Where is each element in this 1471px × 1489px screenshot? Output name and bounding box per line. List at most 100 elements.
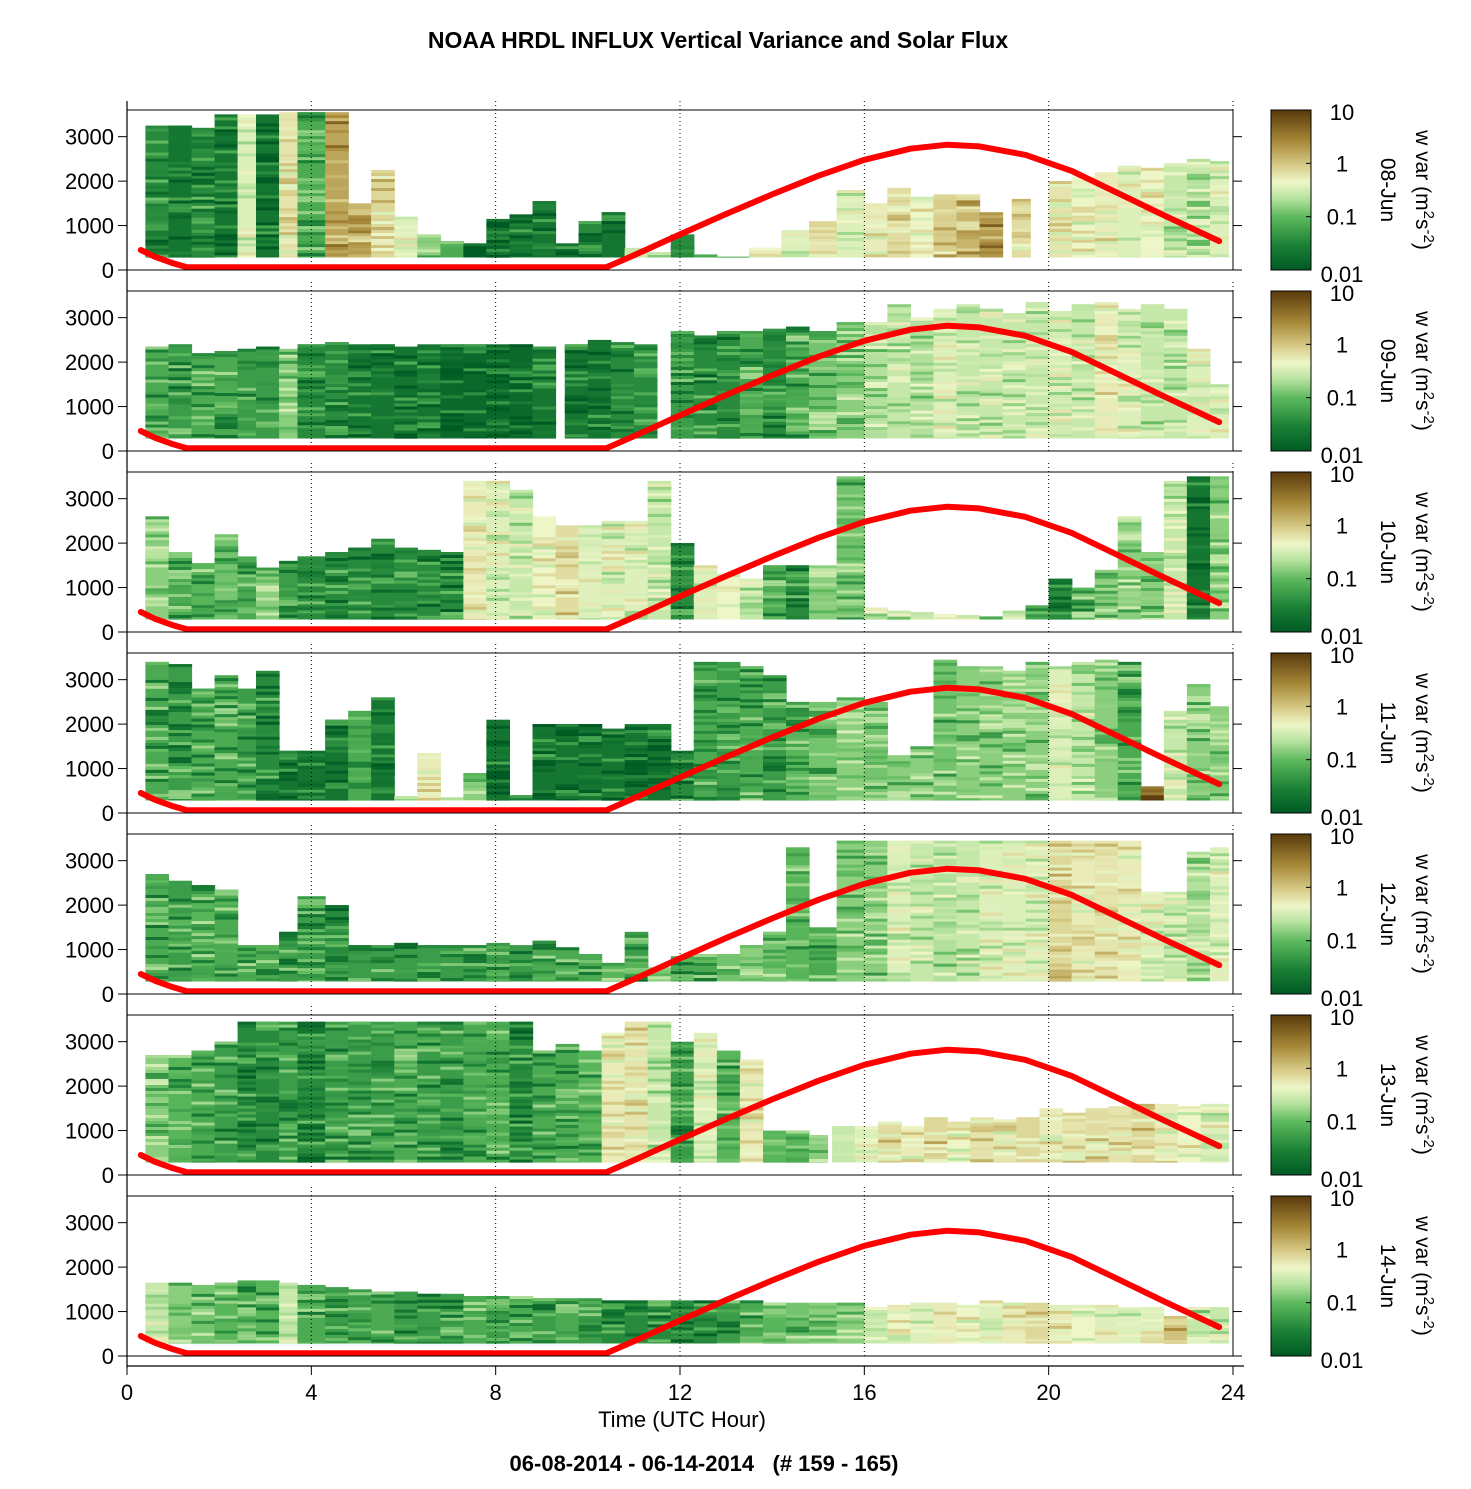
heatmap-stripe (647, 597, 672, 601)
heatmap-stripe (1002, 700, 1027, 704)
heatmap-stripe (394, 433, 418, 437)
heatmap-stripe (168, 173, 193, 177)
heatmap-stripe (394, 370, 418, 374)
heatmap-stripe (836, 539, 865, 543)
heatmap-stripe (325, 1105, 349, 1109)
heatmap-stripe (1200, 1145, 1229, 1149)
heatmap-stripe (1210, 766, 1229, 770)
heatmap-stripe (1177, 1145, 1202, 1149)
heatmap-stripe (910, 365, 934, 369)
heatmap-stripe (739, 714, 764, 718)
heatmap-stripe (191, 748, 216, 752)
heatmap-stripe (1048, 945, 1073, 949)
heatmap-stripe (532, 1098, 557, 1102)
heatmap-stripe (214, 756, 239, 760)
heatmap-stripe (864, 846, 888, 850)
heatmap-stripe (647, 561, 672, 565)
heatmap-stripe (693, 571, 718, 575)
heatmap-stripe (836, 709, 865, 713)
heatmap-stripe (716, 586, 741, 590)
heatmap-stripe (633, 398, 658, 402)
heatmap-stripe (910, 229, 934, 233)
heatmap-stripe (979, 254, 1004, 258)
heatmap-stripe (1071, 194, 1096, 198)
heatmap-stripe (578, 1071, 603, 1075)
heatmap-stripe (578, 1131, 603, 1135)
heatmap-stripe (809, 945, 838, 949)
heatmap-stripe (947, 1124, 971, 1128)
heatmap-stripe (836, 793, 865, 797)
heatmap-stripe (371, 966, 395, 970)
heatmap-stripe (956, 711, 981, 715)
heatmap-stripe (256, 243, 280, 247)
heatmap-stripe (836, 518, 865, 522)
heatmap-stripe (1025, 679, 1050, 683)
heatmap-stripe (1186, 560, 1211, 564)
heatmap-stripe (693, 1110, 718, 1114)
heatmap-stripe (647, 763, 672, 767)
heatmap-stripe (647, 1084, 672, 1088)
heatmap-stripe (1186, 506, 1211, 510)
heatmap-stripe (979, 924, 1004, 928)
heatmap-stripe (1140, 433, 1165, 437)
heatmap-stripe (1025, 960, 1050, 964)
heatmap-stripe (1210, 757, 1229, 761)
heatmap-stripe (145, 1321, 169, 1325)
heatmap-stripe (191, 1311, 216, 1315)
heatmap-stripe (214, 1152, 239, 1156)
heatmap-stripe (168, 1076, 193, 1079)
heatmap-stripe (786, 913, 810, 917)
heatmap-stripe (1117, 329, 1142, 333)
heatmap-stripe (601, 218, 626, 222)
heatmap-stripe (1210, 772, 1229, 776)
heatmap-stripe (809, 373, 838, 376)
heatmap-stripe (1140, 331, 1165, 335)
heatmap-stripe (191, 1122, 216, 1126)
heatmap-stripe (256, 1093, 280, 1097)
heatmap-stripe (739, 1116, 764, 1120)
heatmap-stripe (887, 978, 911, 982)
heatmap-stripe (836, 957, 865, 961)
heatmap-stripe (670, 1056, 695, 1060)
heatmap-stripe (509, 504, 534, 508)
heatmap-stripe (1048, 864, 1073, 868)
heatmap-stripe (1163, 365, 1188, 369)
heatmap-stripe (693, 787, 718, 791)
heatmap-stripe (809, 1141, 828, 1144)
heatmap-stripe (809, 571, 838, 575)
heatmap-stripe (601, 1080, 626, 1084)
heatmap-stripe (610, 384, 635, 388)
heatmap-stripe (145, 230, 169, 234)
heatmap-stripe (887, 421, 911, 425)
heatmap-stripe (486, 434, 510, 438)
heatmap-stripe (1094, 223, 1119, 227)
heatmap-stripe (532, 612, 557, 616)
heatmap-stripe (624, 781, 649, 785)
heatmap-stripe (670, 618, 695, 620)
heatmap-stripe (979, 230, 1004, 234)
heatmap-stripe (1071, 882, 1096, 886)
heatmap-stripe (1154, 1112, 1179, 1116)
heatmap-stripe (417, 615, 441, 619)
heatmap-stripe (486, 371, 510, 375)
heatmap-stripe (836, 421, 865, 425)
heatmap-stripe (601, 544, 626, 548)
heatmap-stripe (979, 798, 1004, 801)
heatmap-stripe (145, 766, 169, 770)
heatmap-stripe (933, 224, 958, 228)
heatmap-stripe (836, 700, 865, 704)
heatmap-stripe (325, 414, 349, 418)
heatmap-stripe (1048, 867, 1073, 871)
heatmap-stripe (348, 1156, 372, 1160)
heatmap-stripe (601, 1119, 626, 1123)
heatmap-stripe (610, 423, 635, 427)
heatmap-stripe (763, 723, 787, 727)
heatmap-stripe (1131, 1148, 1156, 1152)
heatmap-stripe (1140, 609, 1165, 612)
heatmap-stripe (486, 957, 510, 961)
heatmap-stripe (578, 724, 603, 728)
heatmap-stripe (601, 737, 626, 741)
heatmap-stripe (348, 377, 372, 381)
heatmap-stripe (836, 418, 865, 422)
heatmap-stripe (256, 612, 280, 616)
